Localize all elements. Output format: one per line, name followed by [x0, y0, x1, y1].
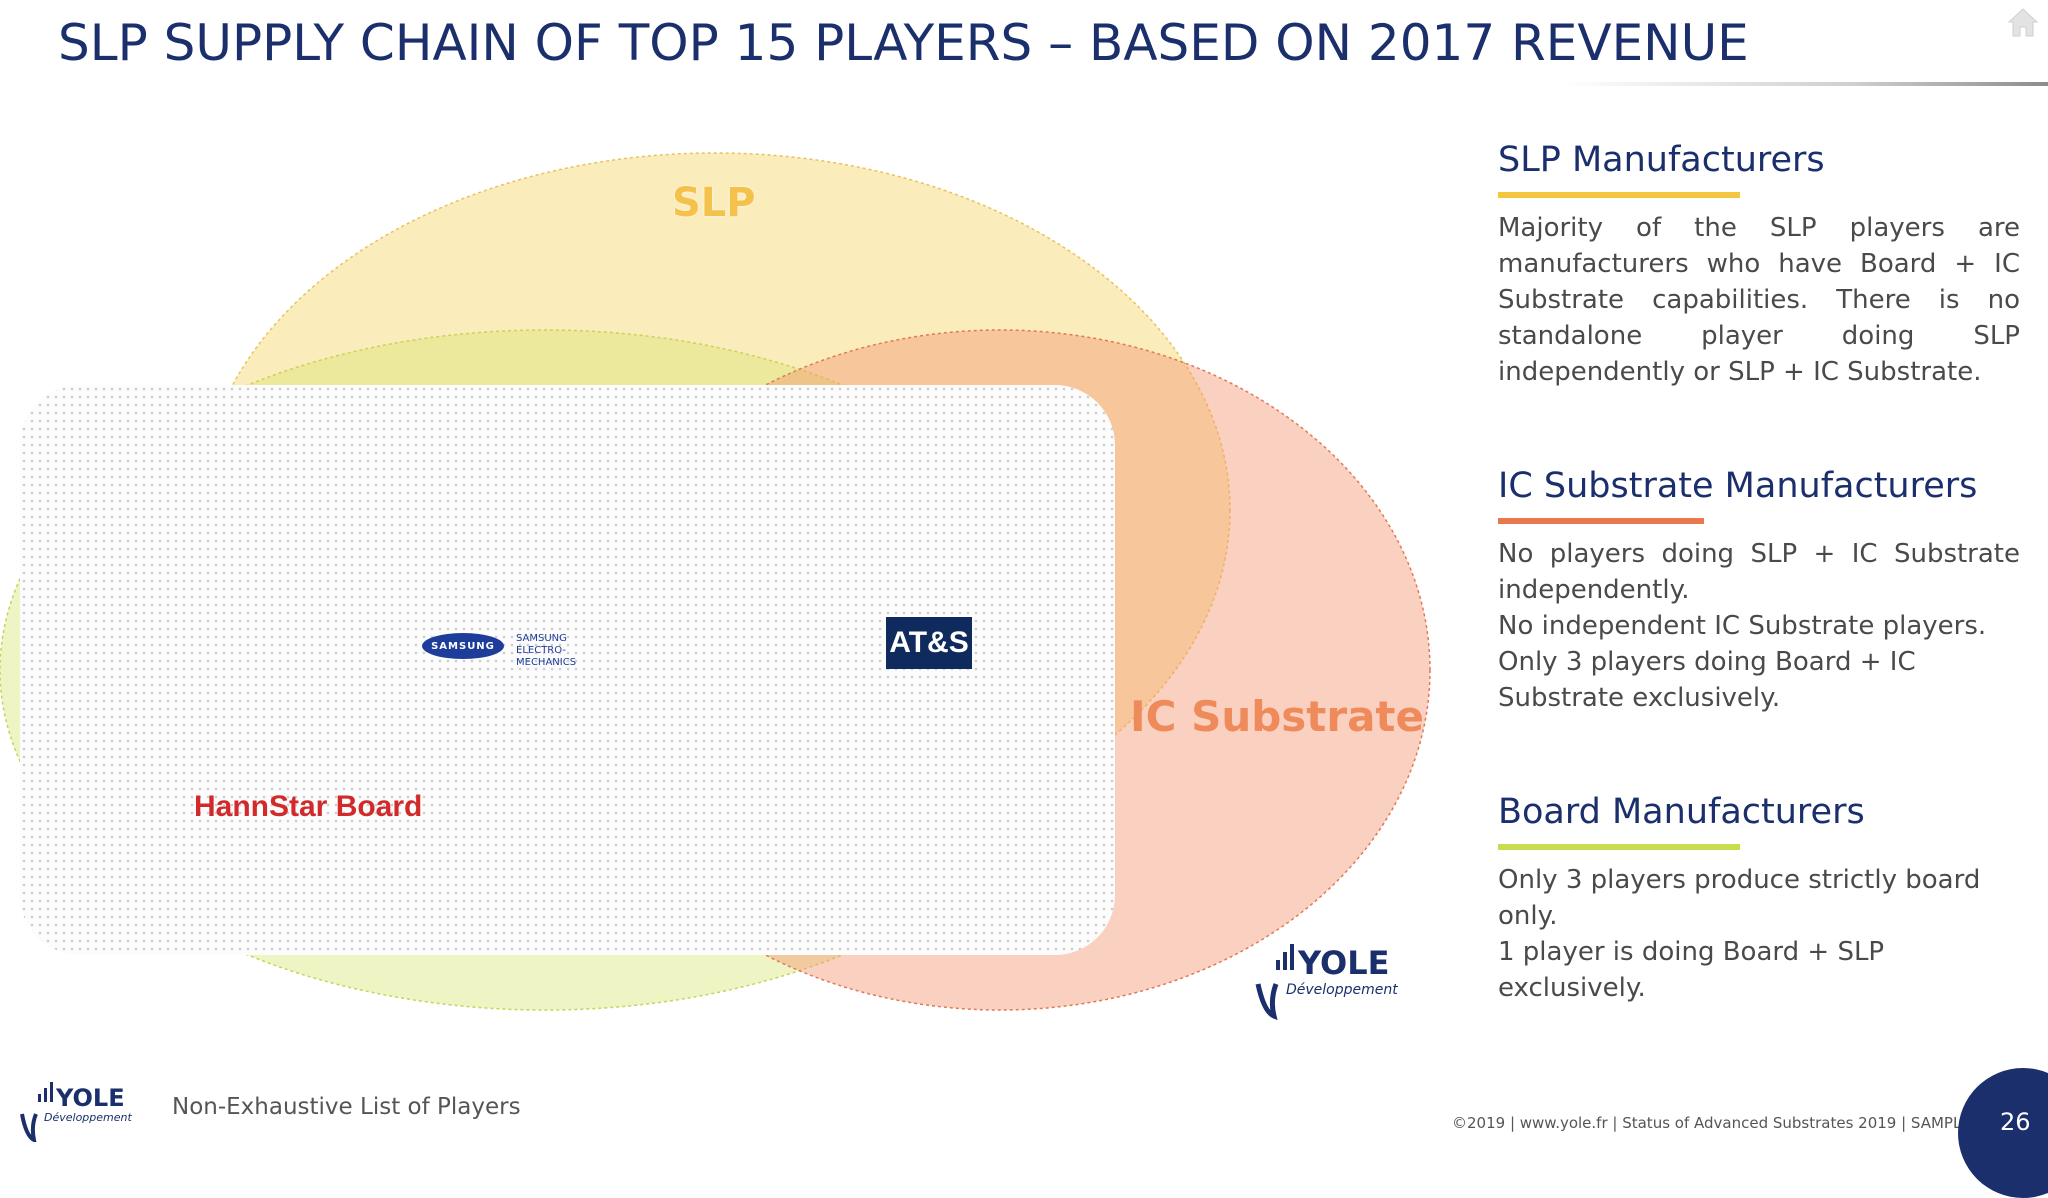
section-line: Only 3 players doing Board + IC Substrat… — [1498, 647, 1916, 713]
section-heading: SLP Manufacturers — [1498, 140, 1825, 180]
footer-note: Non-Exhaustive List of Players — [172, 1094, 521, 1120]
home-icon[interactable] — [2006, 6, 2040, 38]
players-overlay-panel — [20, 385, 1115, 955]
footer-yole-logo: YOLE Développement — [20, 1082, 132, 1142]
samsung-logo: SAMSUNG SAMSUNG ELECTRO-MECHANICS — [422, 630, 622, 668]
page-title: SLP SUPPLY CHAIN OF TOP 15 PLAYERS – BAS… — [58, 14, 1749, 72]
section-text: Majority of the SLP players are manufact… — [1498, 213, 2020, 387]
hannstar-logo: HannStar Board — [194, 790, 423, 823]
title-divider — [1560, 82, 2048, 86]
yole-logo: YOLE Développement — [1255, 944, 1398, 1021]
section-ic-substrate-manufacturers: IC Substrate Manufacturers No players do… — [1498, 466, 2020, 716]
section-heading: IC Substrate Manufacturers — [1498, 466, 1978, 506]
section-accent-bar — [1498, 192, 1740, 198]
section-accent-bar — [1498, 844, 1740, 850]
section-accent-bar — [1498, 518, 1704, 524]
yole-logo-name: YOLE — [1297, 944, 1389, 982]
section-heading: Board Manufacturers — [1498, 792, 1865, 832]
section-line: No players doing SLP + IC Substrate inde… — [1498, 539, 2020, 605]
footer-copyright: ©2019 | www.yole.fr | Status of Advanced… — [1452, 1114, 1971, 1132]
section-line: Only 3 players produce strictly board on… — [1498, 865, 1981, 931]
section-board-manufacturers: Board Manufacturers Only 3 players produ… — [1498, 792, 2020, 1006]
section-slp-manufacturers: SLP Manufacturers Majority of the SLP pl… — [1498, 140, 2020, 390]
footer-yole-logo-name: YOLE — [55, 1084, 125, 1112]
venn-label-ic-substrate: IC Substrate — [1130, 692, 1424, 741]
page-number: 26 — [2000, 1108, 2031, 1136]
yole-logo-sub: Développement — [1286, 982, 1398, 998]
ats-logo: AT&S — [886, 617, 972, 669]
section-line: No independent IC Substrate players. — [1498, 611, 1987, 641]
section-line: 1 player is doing Board + SLP exclusivel… — [1498, 937, 1885, 1003]
samsung-logo-mark: SAMSUNG — [422, 633, 504, 659]
footer-yole-logo-sub: Développement — [44, 1111, 132, 1124]
samsung-logo-subtitle: SAMSUNG ELECTRO-MECHANICS — [516, 633, 577, 668]
venn-label-slp: SLP — [672, 180, 756, 226]
